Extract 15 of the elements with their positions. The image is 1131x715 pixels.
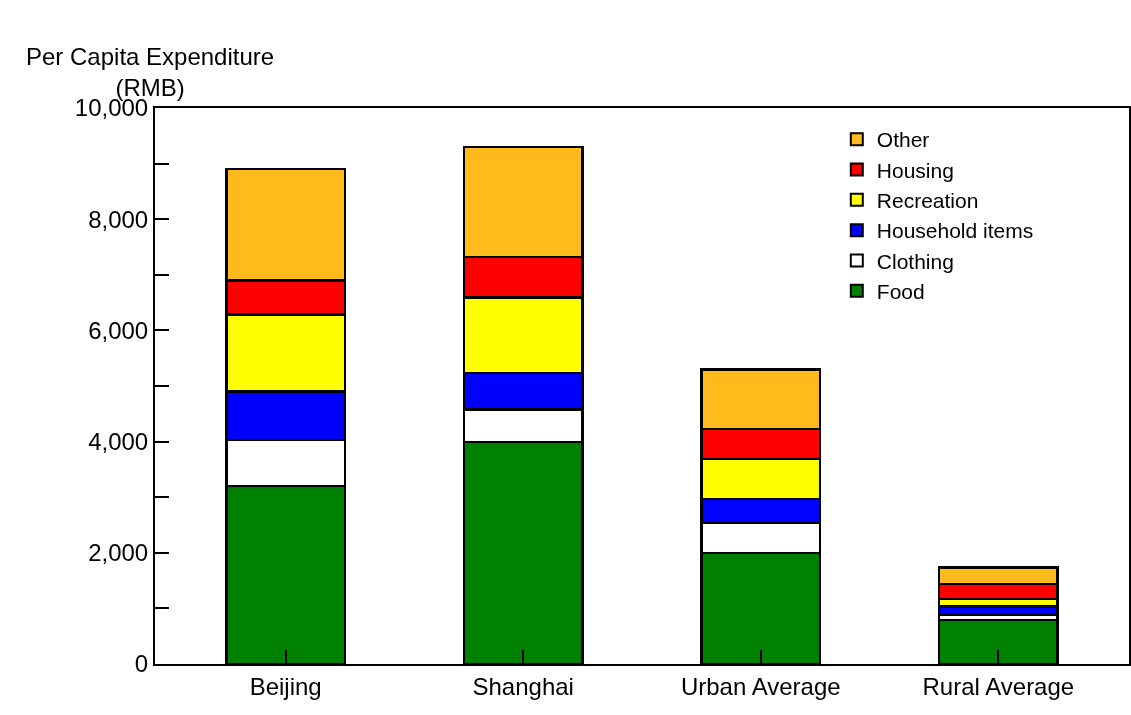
x-tick-label: Shanghai: [472, 672, 574, 700]
legend-label: Housing: [876, 158, 954, 182]
legend-label: Clothing: [876, 249, 954, 273]
legend-label: Other: [876, 128, 930, 152]
y-tick-label: 6,000: [88, 316, 149, 344]
x-tick-label: Beijing: [249, 672, 322, 700]
legend-label: Household items: [876, 219, 1034, 243]
legend-label: Food: [876, 279, 925, 303]
x-tick-label: Urban Average: [680, 672, 841, 700]
y-tick-label: 2,000: [88, 539, 149, 567]
y-tick-label: 8,000: [88, 205, 149, 233]
y-tick-label: 0: [134, 650, 149, 678]
legend-label: Recreation: [876, 189, 979, 213]
x-tick-label: Rural Average: [922, 672, 1075, 700]
y-tick-label: 4,000: [88, 428, 149, 455]
